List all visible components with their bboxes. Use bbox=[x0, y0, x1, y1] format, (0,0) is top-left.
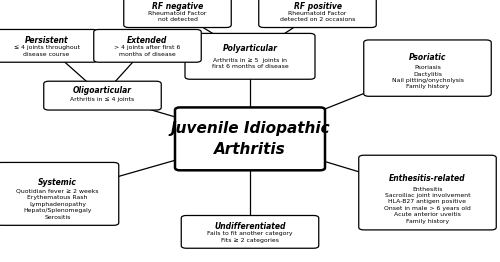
FancyBboxPatch shape bbox=[359, 155, 496, 230]
Text: Enthesitis-related: Enthesitis-related bbox=[389, 174, 466, 183]
Text: Oligoarticular: Oligoarticular bbox=[73, 86, 132, 95]
Text: > 4 joints after first 6
months of disease: > 4 joints after first 6 months of disea… bbox=[114, 45, 180, 57]
FancyBboxPatch shape bbox=[94, 30, 201, 62]
FancyBboxPatch shape bbox=[175, 107, 325, 170]
Text: Extended: Extended bbox=[128, 36, 168, 45]
Text: Arthritis in ≤ 4 joints: Arthritis in ≤ 4 joints bbox=[70, 97, 134, 102]
FancyBboxPatch shape bbox=[364, 40, 491, 96]
FancyBboxPatch shape bbox=[259, 0, 376, 28]
Text: Rheumatoid Factor
detected on 2 occasions: Rheumatoid Factor detected on 2 occasion… bbox=[280, 11, 355, 22]
FancyBboxPatch shape bbox=[124, 0, 231, 28]
Text: Rheumatoid Factor
not detected: Rheumatoid Factor not detected bbox=[148, 11, 206, 22]
Text: Quotidian fever ≥ 2 weeks
Erythematous Rash
Lymphadenopathy
Hepato/Splenomegaly
: Quotidian fever ≥ 2 weeks Erythematous R… bbox=[16, 189, 99, 220]
Text: RF negative: RF negative bbox=[152, 2, 203, 11]
FancyBboxPatch shape bbox=[0, 162, 119, 225]
Text: Psoriatic: Psoriatic bbox=[409, 53, 446, 62]
FancyBboxPatch shape bbox=[44, 81, 161, 110]
FancyBboxPatch shape bbox=[185, 33, 315, 79]
Text: Juvenile Idiopathic
Arthritis: Juvenile Idiopathic Arthritis bbox=[170, 121, 330, 157]
Text: RF positive: RF positive bbox=[294, 2, 342, 11]
Text: Enthesitis
Sacroiliac joint involvement
HLA-B27 antigen positive
Onset in male >: Enthesitis Sacroiliac joint involvement … bbox=[384, 187, 471, 223]
Text: ≤ 4 joints throughout
disease course: ≤ 4 joints throughout disease course bbox=[14, 45, 80, 57]
FancyBboxPatch shape bbox=[181, 215, 319, 248]
Text: Undifferentiated: Undifferentiated bbox=[214, 222, 286, 231]
Text: Persistent: Persistent bbox=[24, 36, 68, 45]
Text: Fails to fit another category
Fits ≥ 2 categories: Fails to fit another category Fits ≥ 2 c… bbox=[208, 231, 293, 243]
Text: Systemic: Systemic bbox=[38, 178, 77, 187]
FancyBboxPatch shape bbox=[0, 30, 98, 62]
Text: Polyarticular: Polyarticular bbox=[222, 44, 278, 53]
Text: Arthritis in ≥ 5  joints in
first 6 months of disease: Arthritis in ≥ 5 joints in first 6 month… bbox=[212, 58, 288, 69]
Text: Psoriasis
Dactylitis
Nail pitting/onycholysis
Family history: Psoriasis Dactylitis Nail pitting/onycho… bbox=[392, 65, 464, 89]
